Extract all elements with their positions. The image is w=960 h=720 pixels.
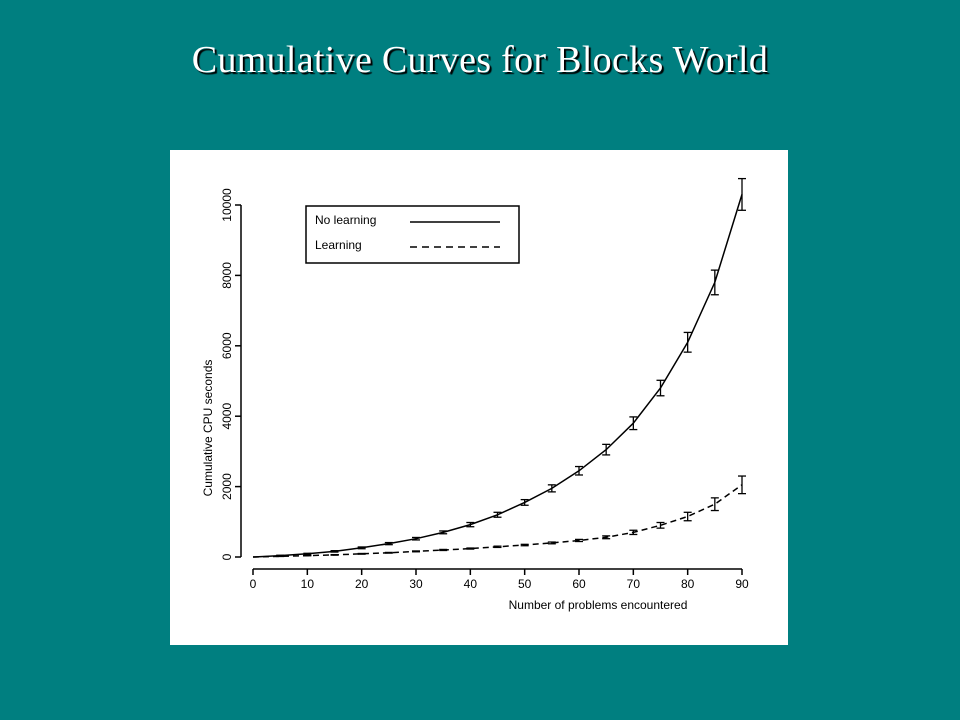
data-point-no-learning-35 [439,530,448,535]
data-point-learning-15 [330,553,339,556]
y-tick-label-6000: 6000 [220,332,234,359]
data-point-no-learning-40 [466,521,475,528]
data-point-no-learning-55 [547,484,556,493]
data-point-no-learning-25 [384,541,393,546]
x-tick-label-30: 30 [409,577,423,591]
legend-label-learning: Learning [315,238,362,252]
x-tick-label-90: 90 [735,577,749,591]
data-point-learning-50 [520,543,529,547]
data-point-no-learning-10 [303,552,312,556]
y-tick-label-8000: 8000 [220,262,234,289]
legend-box [305,205,520,264]
x-tick-label-60: 60 [572,577,586,591]
x-tick-label-70: 70 [627,577,641,591]
data-point-no-learning-15 [330,550,339,553]
y-tick-label-4000: 4000 [220,403,234,430]
data-point-learning-80 [683,511,692,522]
data-point-learning-35 [439,548,448,552]
data-point-learning-25 [384,551,393,554]
data-point-learning-65 [602,535,611,540]
data-point-learning-90 [738,475,746,495]
x-axis-label: Number of problems encountered [509,598,688,612]
data-point-learning-45 [493,545,502,549]
data-point-no-learning-20 [357,546,366,550]
data-point-learning-40 [466,547,475,550]
x-tick-label-40: 40 [464,577,478,591]
data-point-no-learning-80 [683,331,692,353]
cumulative-cpu-chart: 0 10 20 30 40 50 60 70 80 90 0 2000 4000 6000 8000 1000… [201,177,749,612]
data-point-no-learning-30 [412,536,420,541]
data-point-learning-55 [547,541,556,545]
data-point-learning-85 [710,497,719,512]
data-point-no-learning-50 [520,498,529,506]
chart-panel: 0 10 20 30 40 50 60 70 80 90 0 2000 4000 6000 8000 1000… [170,150,788,645]
data-point-learning-20 [357,552,366,555]
data-point-no-learning-70 [629,416,638,431]
data-point-no-learning-75 [656,379,665,397]
data-point-learning-60 [575,538,583,543]
data-point-no-learning-60 [575,465,583,476]
data-point-no-learning-90 [738,177,746,211]
legend-label-no-learning: No learning [315,213,376,227]
x-tick-label-10: 10 [301,577,315,591]
data-point-no-learning-45 [493,511,502,518]
data-point-learning-30 [412,550,420,553]
data-point-learning-75 [656,521,665,529]
data-point-no-learning-85 [710,269,719,296]
x-tick-label-80: 80 [681,577,695,591]
x-tick-label-0: 0 [250,577,257,591]
x-tick-label-50: 50 [518,577,532,591]
data-point-learning-70 [629,529,638,536]
y-tick-label-0: 0 [220,553,234,560]
y-tick-label-2000: 2000 [220,473,234,500]
y-tick-label-10000: 10000 [220,188,234,222]
data-point-no-learning-65 [602,443,611,456]
y-axis-label: Cumulative CPU seconds [201,360,215,497]
x-tick-label-20: 20 [355,577,369,591]
slide-title: Cumulative Curves for Blocks World [191,39,769,81]
